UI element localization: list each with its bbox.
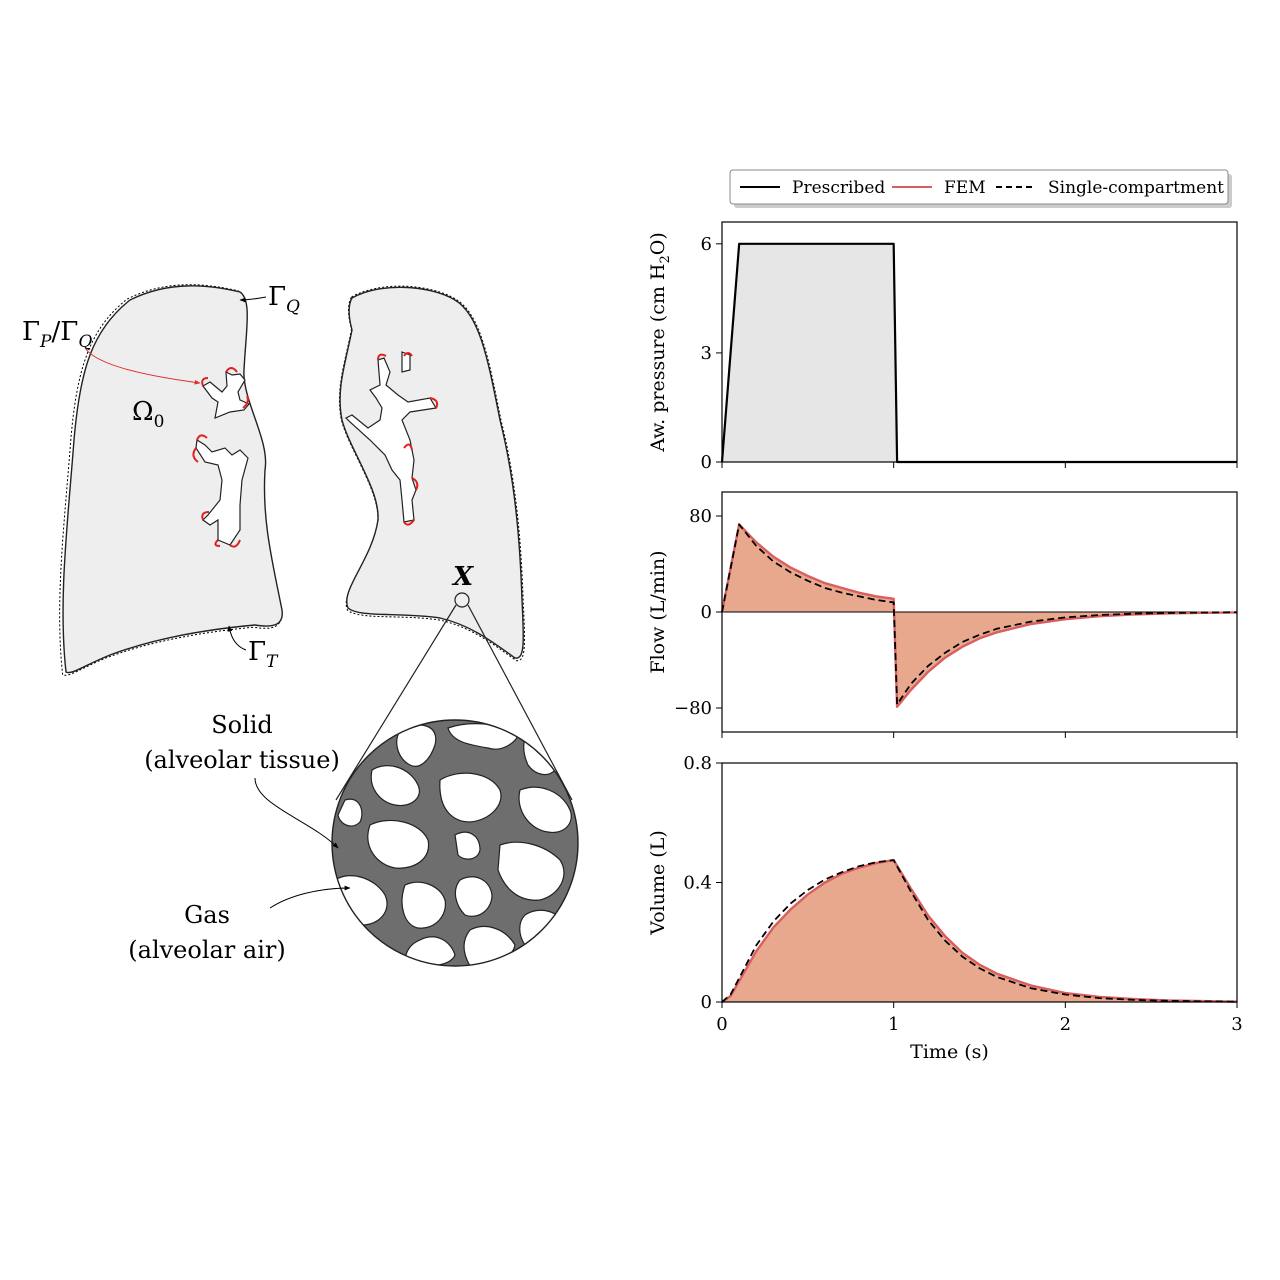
right-airway-outlets [377, 352, 439, 526]
svg-text:(alveolar air): (alveolar air) [128, 936, 285, 964]
y-tick-label: 0.8 [683, 753, 712, 774]
label-gamma-pq: ΓP/ΓQ [22, 317, 92, 352]
left-airway-tree [195, 370, 250, 546]
zoom-line-left [335, 604, 457, 801]
pressure-chart: 0 3 6 Aw. pressure (cm H2O) [647, 221, 1238, 473]
x-axis-label: Time (s) [910, 1041, 989, 1063]
right-lung [338, 285, 526, 662]
left-lung-shape [62, 285, 283, 674]
y-axis-label: Flow (L/min) [647, 550, 669, 673]
pressure-fill [722, 243, 1237, 462]
y-tick-label: −80 [674, 698, 712, 719]
left-lung [59, 284, 283, 676]
y-axis-label: Volume (L) [647, 830, 669, 935]
svg-text:ΓP/ΓQ: ΓP/ΓQ [22, 317, 92, 352]
x-tick-label: 2 [1060, 1014, 1071, 1035]
flow-chart: 80 0 −80 Flow (L/min) [647, 491, 1238, 738]
right-lung-outer-boundary [338, 285, 526, 662]
volume-fill [722, 860, 1237, 1002]
svg-text:ΓT: ΓT [248, 637, 279, 672]
legend-single-label: Single-compartment [1048, 178, 1224, 198]
label-gamma-t: ΓT [248, 637, 279, 672]
x-tick-label: 1 [888, 1014, 899, 1035]
y-tick-label: 0 [701, 992, 712, 1013]
arrow-gamma-pq [84, 347, 201, 385]
flow-series-fem [720, 523, 1238, 708]
arrow-gas [269, 885, 351, 909]
flow-series-single-compartment [721, 523, 1238, 706]
volume-series-fem [721, 858, 1238, 1003]
label-gamma-q: ΓQ [268, 282, 300, 317]
y-axis-label: Aw. pressure (cm H2O) [647, 232, 673, 453]
svg-text:ΓQ: ΓQ [268, 282, 300, 317]
svg-text:Gas: Gas [184, 901, 230, 929]
y-tick-label: 80 [689, 506, 712, 527]
label-omega: Ω0 [132, 397, 164, 432]
arrow-gamma-t [227, 625, 247, 651]
legend-fem-label: FEM [944, 178, 986, 198]
svg-text:Ω0: Ω0 [132, 397, 164, 432]
tissue-background [332, 720, 578, 966]
label-point-x: X [451, 562, 475, 592]
arrow-gamma-q [239, 296, 267, 303]
label-solid: Solid (alveolar tissue) [144, 711, 340, 774]
arrow-solid [254, 777, 339, 849]
x-tick-label: 3 [1231, 1014, 1242, 1035]
right-lung-shape [339, 286, 524, 659]
left-airway-outlets [192, 367, 249, 548]
zoom-line-right [467, 604, 573, 801]
label-gas: Gas (alveolar air) [128, 901, 285, 964]
volume-chart: 0 0.4 0.8 0 1 2 3 Time (s) Volume (L) [647, 753, 1243, 1063]
y-tick-label: 6 [701, 234, 712, 255]
point-x-marker [454, 592, 470, 608]
y-tick-label: 0.4 [683, 873, 712, 894]
legend: Prescribed FEM Single-compartment [729, 169, 1232, 208]
y-tick-label: 0 [701, 602, 712, 623]
plot-frame [721, 221, 1238, 463]
microstructure-zoom [331, 719, 579, 967]
svg-text:(alveolar tissue): (alveolar tissue) [144, 746, 340, 774]
legend-prescribed-label: Prescribed [792, 178, 885, 198]
volume-series-single-compartment [721, 859, 1238, 1003]
flow-fill [722, 524, 1237, 707]
y-tick-label: 0 [701, 452, 712, 473]
x-tick-label: 0 [716, 1014, 727, 1035]
svg-text:Solid: Solid [211, 711, 273, 739]
y-tick-label: 3 [701, 343, 712, 364]
